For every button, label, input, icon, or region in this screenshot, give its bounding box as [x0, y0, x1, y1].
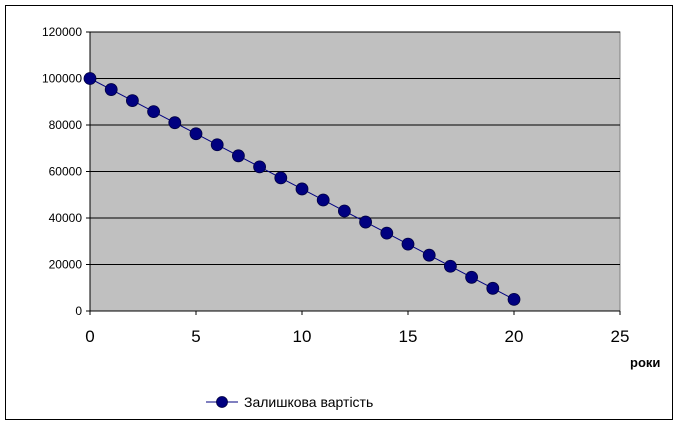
x-tick-label: 15: [399, 327, 418, 346]
gridlines: [90, 31, 620, 265]
x-axis-ticks: 0 5 10 15 20 25: [85, 311, 629, 346]
data-point: [380, 226, 394, 240]
y-tick-label: 20000: [49, 258, 83, 272]
data-point: [253, 160, 267, 174]
y-tick-label: 40000: [49, 211, 83, 225]
data-point: [147, 105, 161, 119]
data-point: [443, 259, 457, 273]
x-tick-label: 20: [505, 327, 524, 346]
data-point: [337, 204, 351, 218]
y-tick-label: 100000: [42, 72, 82, 86]
data-point: [465, 270, 479, 284]
data-point: [401, 237, 415, 251]
data-point: [104, 83, 118, 96]
data-point: [274, 171, 288, 185]
y-tick-label: 80000: [49, 118, 83, 132]
data-point: [295, 182, 309, 196]
series-layer: [83, 72, 521, 306]
legend-marker-swatch: [216, 396, 228, 408]
data-point: [507, 292, 521, 306]
y-tick-label: 0: [75, 304, 82, 318]
y-tick-label: 60000: [49, 165, 83, 179]
x-tick-label: 25: [611, 327, 630, 346]
data-point: [168, 116, 182, 130]
data-point: [359, 215, 373, 229]
y-axis-ticks: 0 20000 40000 60000 80000 100000 120000: [42, 25, 620, 318]
y-tick-label: 120000: [42, 25, 82, 39]
data-point: [422, 248, 436, 262]
x-axis-title: роки: [630, 355, 660, 370]
data-point: [231, 149, 245, 163]
legend-label: Залишкова вартість: [244, 394, 373, 410]
data-point: [316, 193, 330, 207]
x-tick-label: 10: [293, 327, 312, 346]
legend: Залишкова вартість: [206, 394, 373, 410]
data-point: [189, 127, 203, 141]
data-point: [486, 281, 500, 295]
x-tick-label: 5: [191, 327, 200, 346]
data-point: [83, 72, 97, 85]
x-tick-label: 0: [85, 327, 94, 346]
data-point: [125, 94, 139, 107]
data-point: [210, 138, 224, 152]
